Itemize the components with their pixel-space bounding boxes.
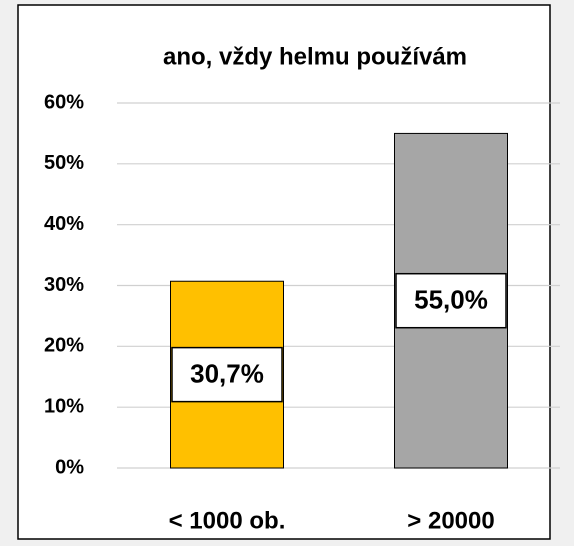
y-tick-label: 30% bbox=[44, 274, 84, 296]
y-tick-label: 50% bbox=[44, 152, 84, 174]
x-tick-label: > 20000 bbox=[407, 507, 494, 534]
y-tick-label: 20% bbox=[44, 335, 84, 357]
y-tick-label: 10% bbox=[44, 395, 84, 417]
value-label-box bbox=[395, 272, 507, 329]
value-label-box bbox=[171, 346, 283, 403]
value-label: 55,0% bbox=[414, 285, 488, 315]
y-tick-label: 0% bbox=[55, 456, 84, 478]
chart-title: ano, vždy helmu používám bbox=[163, 43, 467, 70]
y-tick-label: 40% bbox=[44, 213, 84, 235]
value-label: 30,7% bbox=[190, 358, 264, 388]
y-tick-label: 60% bbox=[44, 91, 84, 113]
x-tick-label: < 1000 ob. bbox=[169, 507, 286, 534]
